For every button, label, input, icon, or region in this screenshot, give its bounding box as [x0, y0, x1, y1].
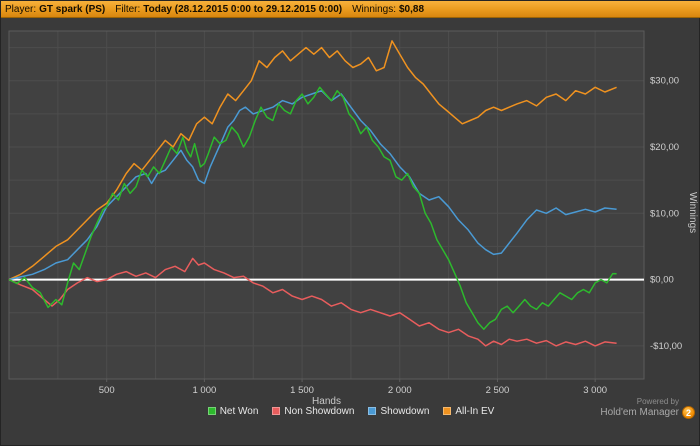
x-tick-label: 500	[99, 385, 115, 396]
series-line-showdown	[8, 89, 617, 281]
x-tick-label: 3 000	[583, 385, 607, 396]
brand-name: Hold'em Manager	[600, 407, 679, 418]
plot-border	[8, 30, 645, 380]
y-tick-label: -$10,00	[650, 341, 682, 352]
winnings-graph-panel: 500 1 000 1 500 2 000 2 500 3 000 $30,00 $20,00…	[1, 18, 700, 446]
x-axis-title: Hands	[312, 396, 341, 407]
legend-item-all-in-ev[interactable]: All-In EV	[443, 406, 494, 417]
plot-background	[9, 31, 644, 379]
powered-by-block: Powered by Hold'em Manager 2	[565, 397, 695, 419]
series-line-net-won	[8, 86, 617, 331]
player-label: Player:	[5, 3, 37, 15]
y-tick-label: $20,00	[650, 142, 679, 153]
legend-label: Non Showdown	[284, 405, 355, 417]
legend-swatch-icon	[443, 407, 452, 415]
filter-bar: Player: GT spark (PS) Filter: Today (28.…	[1, 1, 700, 18]
x-tick-label: 2 500	[486, 385, 510, 396]
winnings-chart: 500 1 000 1 500 2 000 2 500 3 000 $30,00 $20,00…	[8, 30, 682, 396]
player-value[interactable]: GT spark (PS)	[39, 3, 106, 15]
series-line-all-in-ev	[8, 40, 617, 281]
y-axis-title: Winnings	[687, 192, 698, 234]
y-tick-label: $0,00	[650, 275, 674, 286]
legend-item-non-showdown[interactable]: Non Showdown	[272, 406, 354, 417]
legend-swatch-icon	[207, 407, 216, 415]
y-tick-label: $30,00	[650, 76, 679, 87]
filter-label: Filter:	[115, 3, 141, 15]
powered-by-text: Powered by	[636, 397, 679, 406]
filter-value[interactable]: Today (28.12.2015 0:00 to 29.12.2015 0:0…	[143, 3, 343, 15]
legend-item-net-won[interactable]: Net Won	[207, 405, 259, 417]
x-tick-label: 1 500	[290, 385, 314, 396]
x-tick-label: 2 000	[388, 385, 412, 396]
hm2-logo-icon: 2	[682, 406, 695, 419]
legend: Net Won Non Showdown Showdown All-In EV	[1, 401, 700, 421]
x-tick-label: 1 000	[192, 385, 216, 396]
winnings-label: Winnings:	[352, 3, 396, 15]
legend-label: Showdown	[380, 405, 430, 417]
legend-item-showdown[interactable]: Showdown	[368, 406, 429, 417]
series-line-non-showdown	[8, 257, 617, 347]
y-tick-label: $10,00	[650, 208, 679, 219]
winnings-value: $0,88	[399, 3, 425, 15]
legend-swatch-icon	[368, 407, 377, 415]
legend-label: All-In EV	[455, 405, 495, 417]
legend-label: Net Won	[219, 405, 259, 417]
legend-swatch-icon	[272, 407, 281, 415]
